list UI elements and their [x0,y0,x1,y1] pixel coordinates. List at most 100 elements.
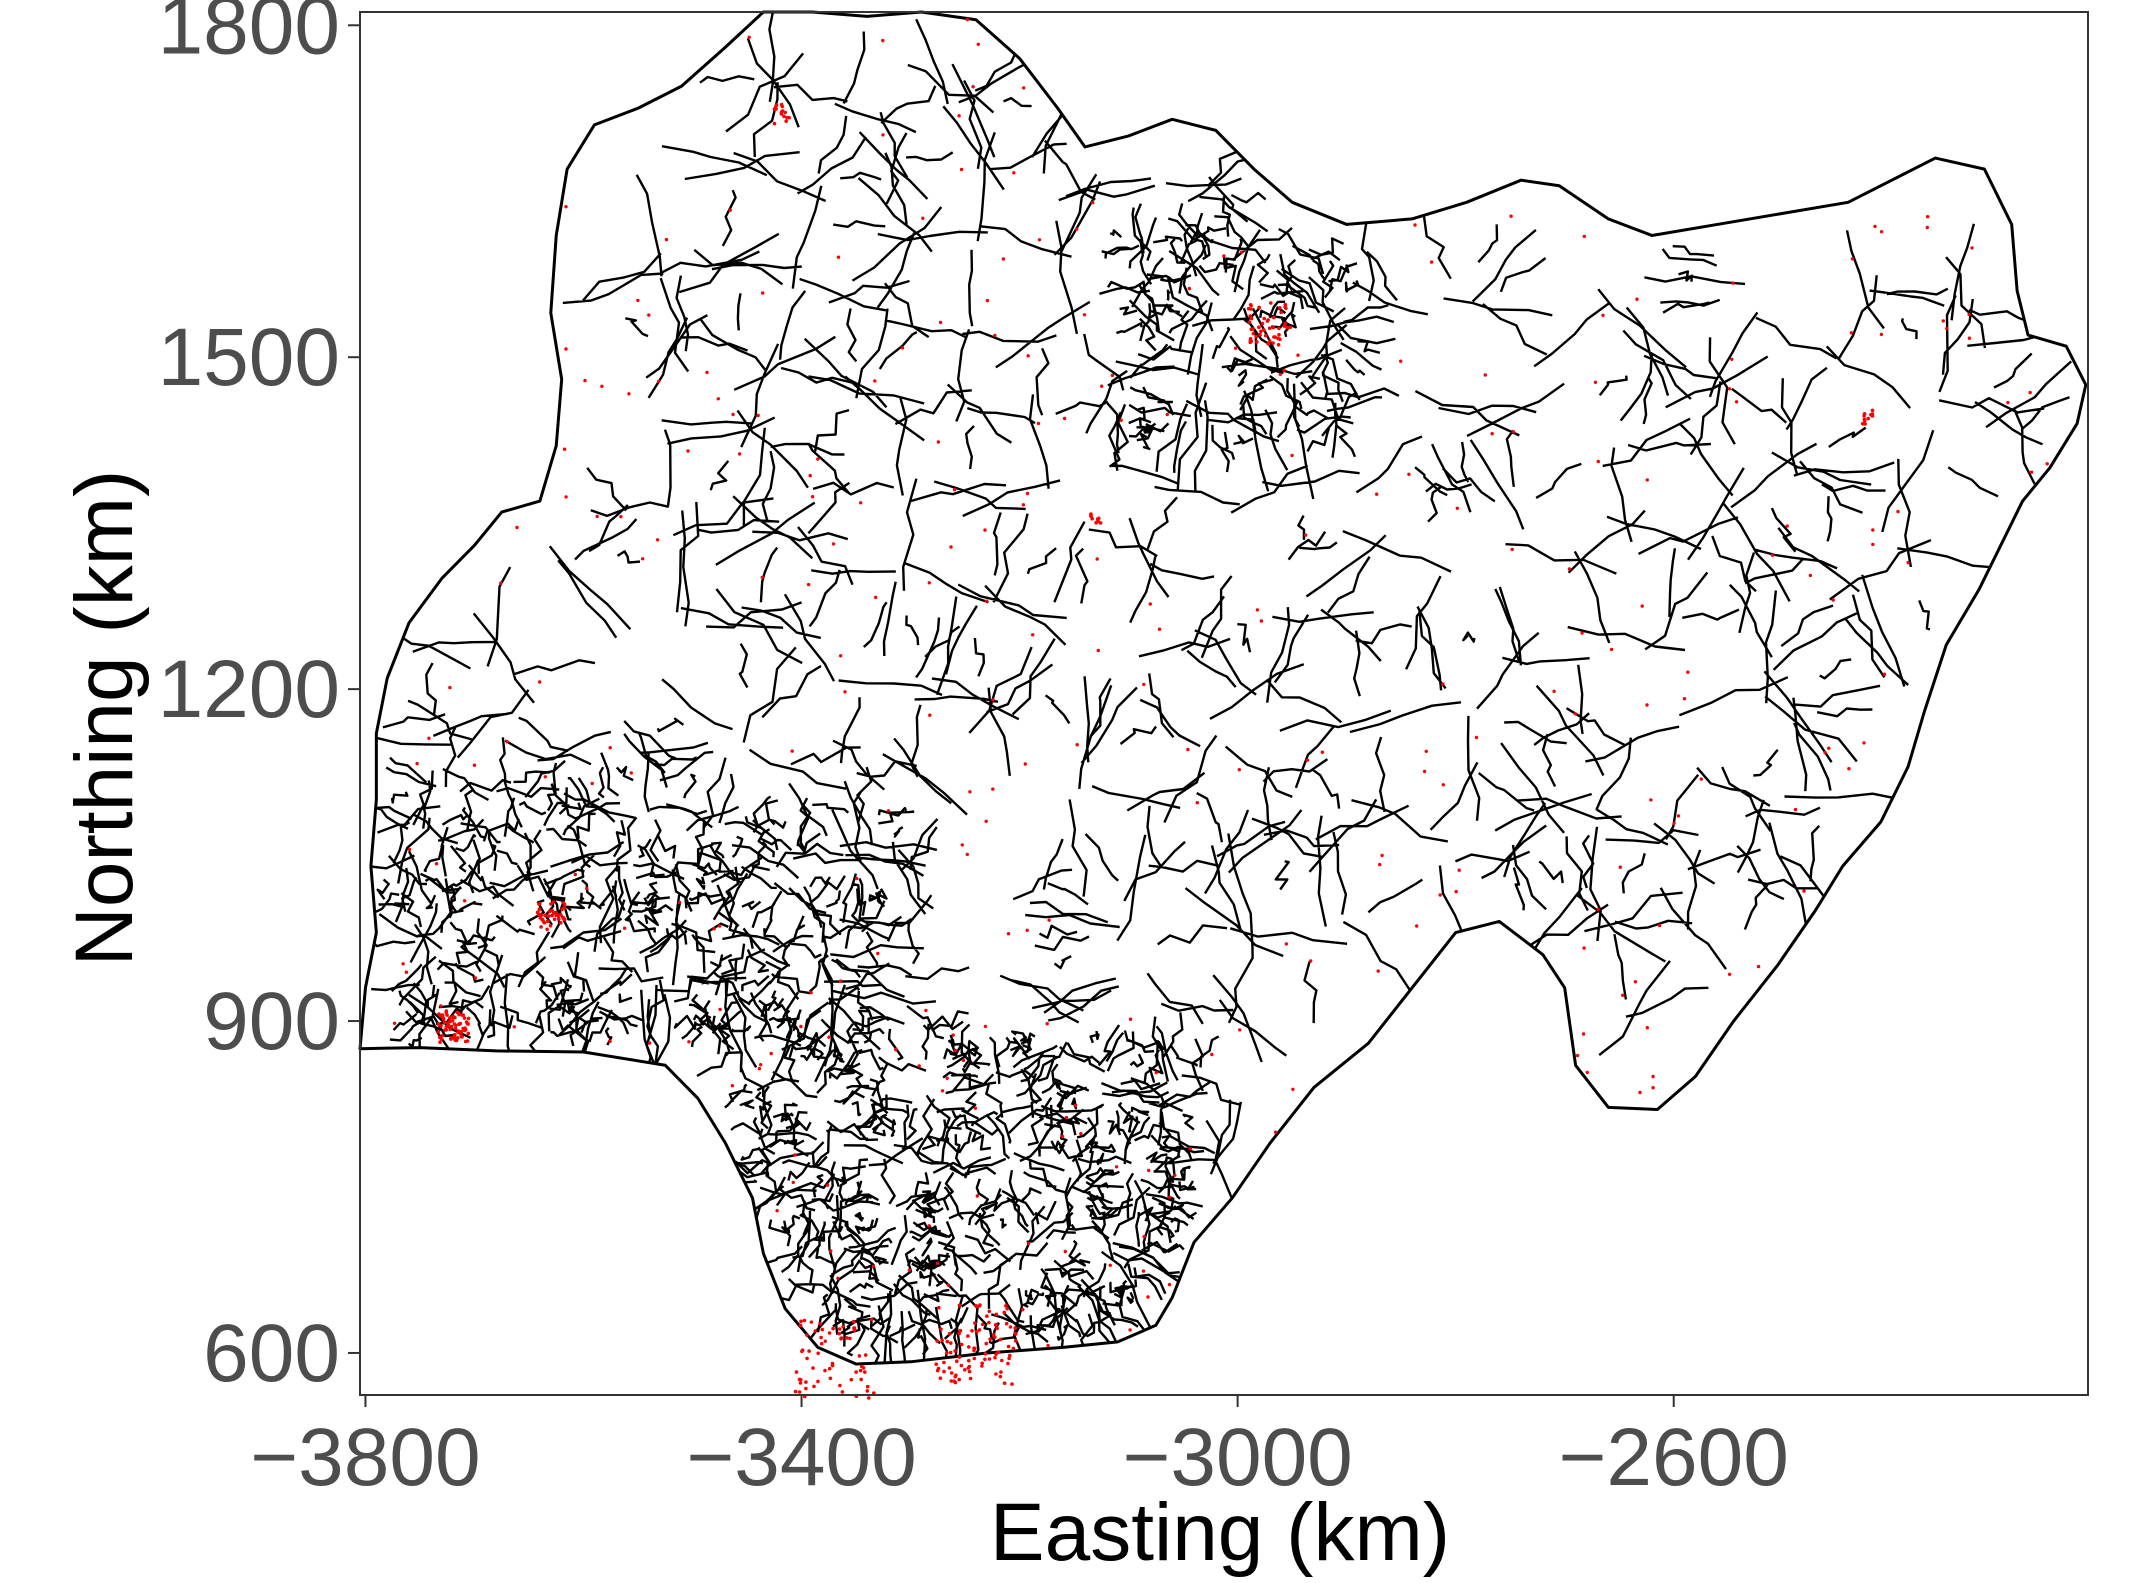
sample-point [1195,801,1200,805]
sample-point [951,1033,955,1037]
sample-point [436,1029,441,1034]
sample-point [967,1358,971,1363]
sample-point [1237,768,1242,772]
sample-point [1278,372,1283,376]
sample-point [984,819,988,823]
sample-point [797,1390,802,1394]
sample-point [799,1024,803,1029]
sample-point [819,1335,823,1340]
sample-point [1309,959,1313,963]
sample-point [392,1021,397,1025]
sample-point [466,1031,471,1036]
sample-point [1008,1353,1012,1358]
sample-point [1173,1173,1177,1177]
sample-point [1552,689,1556,693]
sample-point [816,457,820,461]
sample-point [957,1331,961,1336]
sample-point [809,990,813,995]
sample-point [1645,1026,1650,1030]
sample-point [947,1331,952,1336]
sample-point [843,690,847,694]
sample-point [984,1341,989,1346]
sample-point [564,205,568,209]
sample-point [1756,964,1761,969]
sample-point [647,1041,652,1045]
sample-point [963,1368,967,1372]
sample-point [1063,1249,1068,1254]
sample-point [837,1327,842,1331]
sample-point [1186,747,1190,752]
sample-point [837,1331,841,1336]
sample-point [1141,1269,1146,1273]
sample-point [798,1323,803,1328]
sample-point [737,452,742,456]
sample-point [1490,432,1494,436]
sample-point [1259,619,1264,623]
sample-point [1793,807,1798,812]
sample-point [1305,758,1310,762]
sample-point [935,1339,939,1343]
sample-point [562,917,566,921]
sample-point [1090,516,1094,521]
sample-point [1303,533,1308,537]
sample-point [947,1366,952,1370]
sample-point [1147,1168,1151,1173]
sample-point [874,595,878,600]
sample-point [1633,980,1638,984]
sample-point [784,119,788,123]
sample-point [1283,305,1287,309]
sample-point [545,927,549,932]
sample-point [537,907,542,912]
sample-point [472,763,477,767]
sample-point [1128,1017,1133,1021]
sample-point [867,1396,871,1400]
sample-point [1013,1339,1018,1343]
sample-point [983,1024,988,1029]
sample-point [712,927,716,931]
sample-point [1064,1115,1069,1120]
sample-point [1276,343,1281,347]
sample-point [462,899,467,903]
sample-point [1011,1346,1016,1351]
x-tick-label: −3000 [1122,1412,1352,1503]
sample-point [687,1040,691,1044]
sample-point [825,1183,830,1187]
sample-point [1941,319,1946,323]
sample-point [1006,932,1011,936]
sample-point [900,346,905,350]
sample-point [1037,238,1042,242]
sample-point [437,1012,441,1016]
sample-point [827,1035,831,1039]
sample-point [1023,762,1027,766]
sample-point [1288,325,1293,330]
sample-point [1251,331,1256,336]
sample-point [818,1321,822,1326]
sample-point [728,208,732,212]
sample-point [1785,524,1789,528]
sample-point [984,599,989,603]
sample-point [459,1034,464,1039]
sample-point [664,237,669,242]
sample-point [1282,368,1286,373]
sample-point [440,1013,445,1017]
sample-point [927,581,931,585]
sample-point [401,962,405,966]
sample-point [1005,1306,1009,1311]
sample-point [1676,814,1681,818]
sample-point [543,913,547,918]
sample-point [1165,412,1170,417]
sample-point [1730,357,1734,361]
sample-point [1031,633,1035,637]
sample-point [2028,390,2032,395]
sample-point [1291,1087,1295,1092]
sample-point [991,1332,996,1337]
sample-point [819,1341,824,1346]
sample-point [1025,928,1029,932]
sample-point [857,1354,862,1358]
sample-point [804,1380,808,1384]
sample-point [1573,712,1577,716]
sample-point [449,1024,454,1029]
sample-point [564,495,568,499]
sample-point [452,1022,457,1026]
